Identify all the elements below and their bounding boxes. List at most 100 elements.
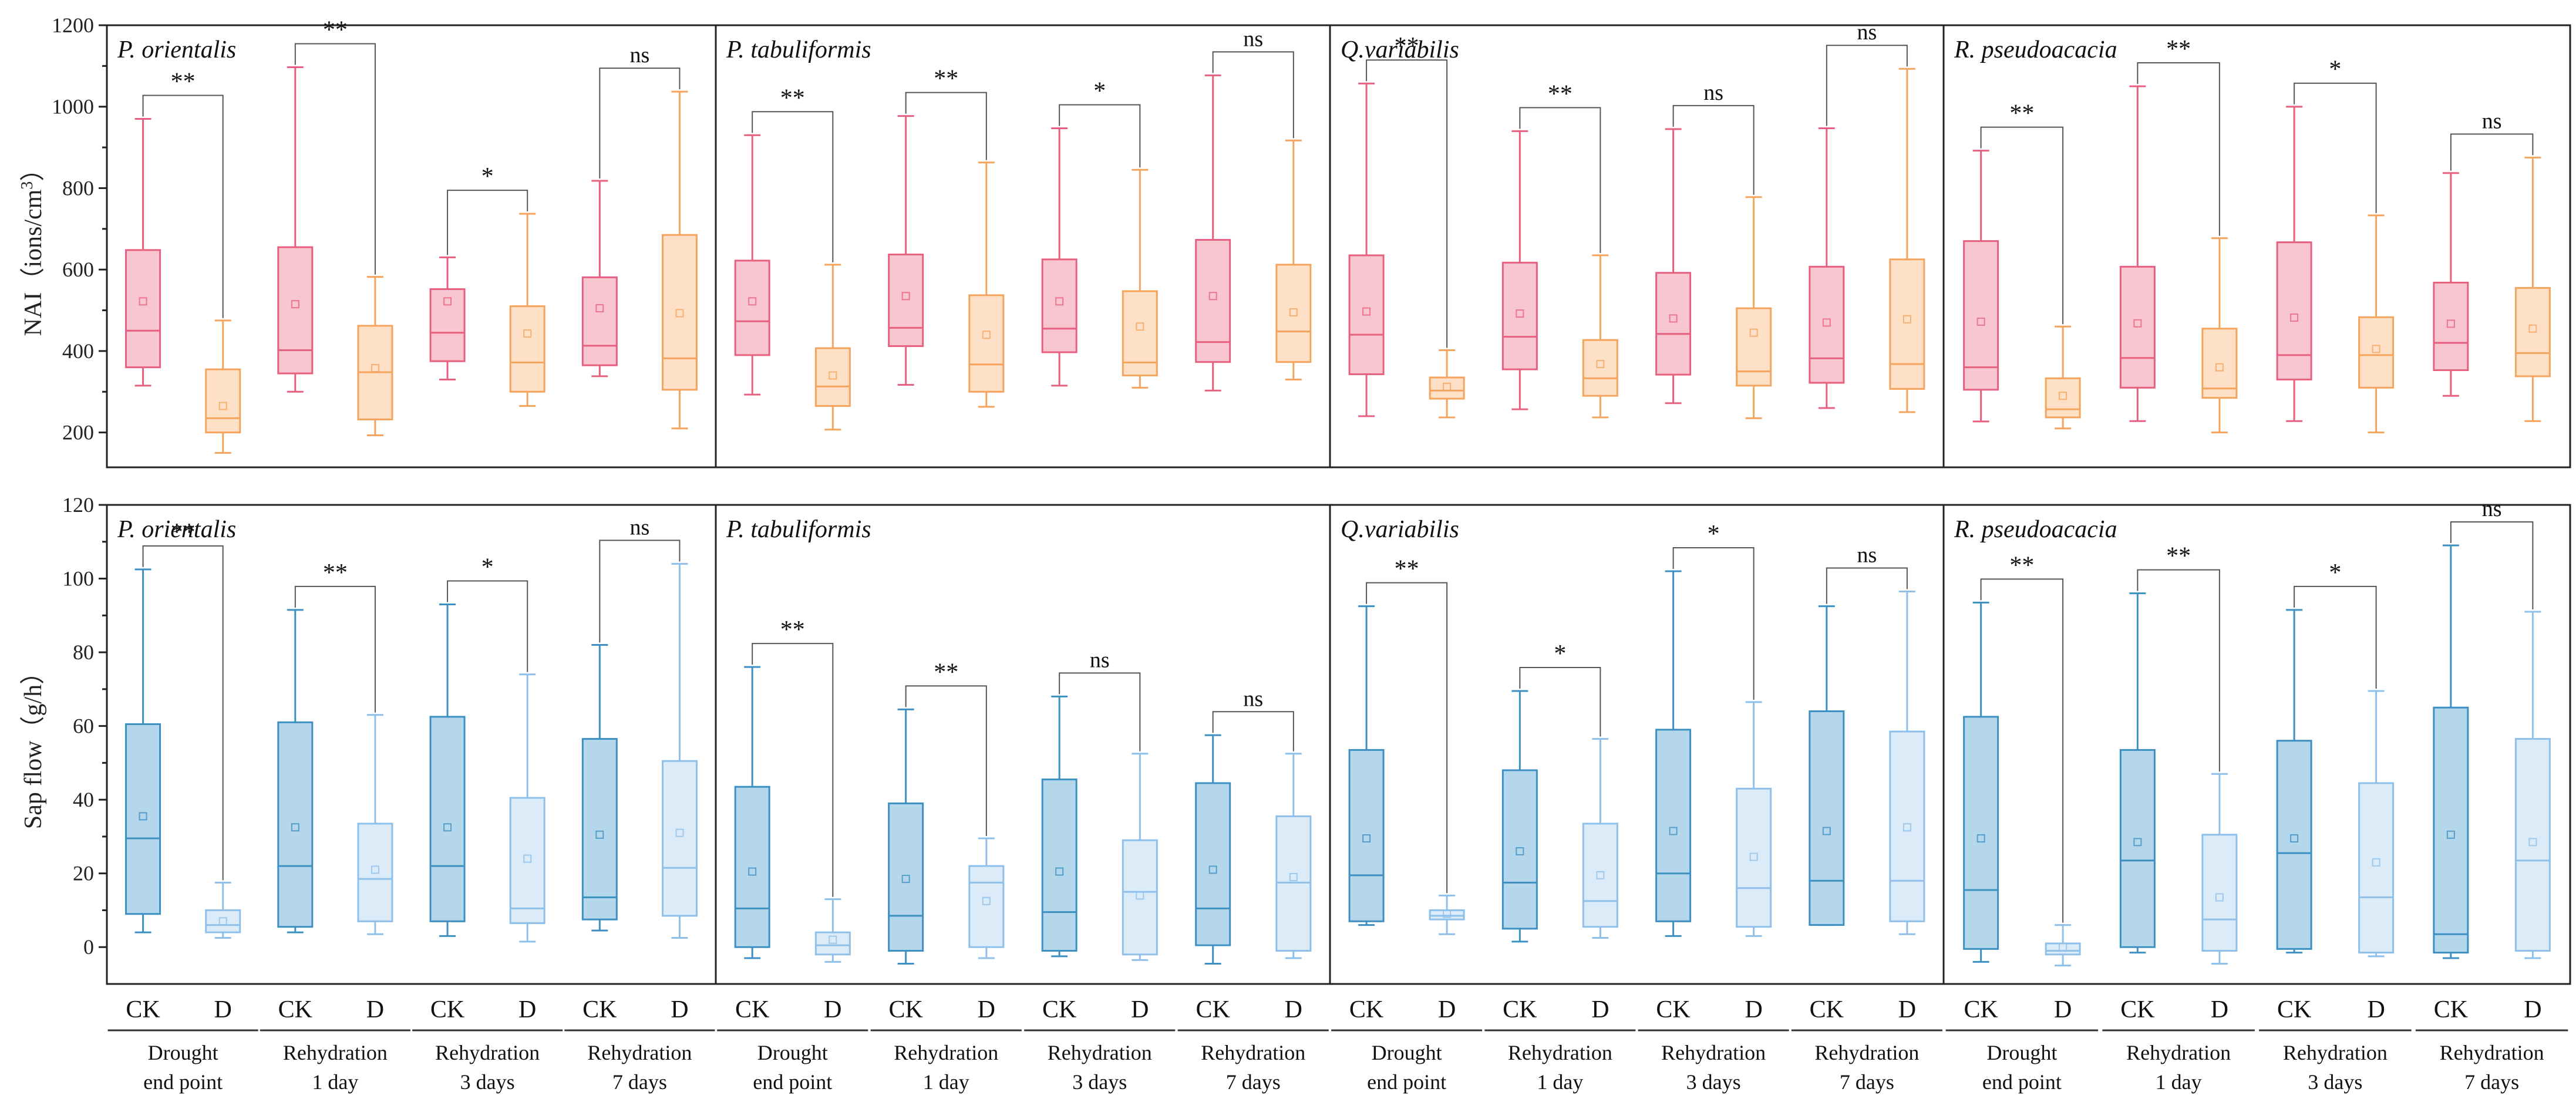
box-pair: ** xyxy=(1348,33,1465,419)
significance-label: ** xyxy=(934,659,958,686)
mean-marker xyxy=(1362,307,1371,316)
significance-bracket xyxy=(752,643,834,897)
species-label: P. tabuliformis xyxy=(726,516,871,543)
significance-label: ns xyxy=(1857,20,1877,45)
group-label-line2: 7 days xyxy=(1226,1070,1281,1094)
box-ck xyxy=(429,716,466,922)
mean-marker xyxy=(2215,363,2224,372)
group-label-line1: Drought xyxy=(757,1041,828,1064)
mean-marker xyxy=(523,329,532,338)
x-tick-ck: CK xyxy=(1964,996,1998,1023)
group-label-line1: Rehydration xyxy=(1048,1041,1152,1064)
box-d xyxy=(509,305,545,393)
significance-label: * xyxy=(1554,641,1566,668)
mean-marker xyxy=(901,875,910,884)
box-ck xyxy=(277,721,314,928)
significance-label: ** xyxy=(171,69,196,96)
significance-bracket xyxy=(1826,45,1908,126)
species-section: P. tabuliformis**** *ns xyxy=(726,26,1312,431)
mean-marker xyxy=(218,402,227,410)
significance-bracket xyxy=(1366,582,1448,894)
mean-marker xyxy=(291,823,299,832)
mean-marker xyxy=(1749,328,1758,337)
box-ck xyxy=(581,276,618,366)
mean-marker xyxy=(1289,872,1298,881)
species-label: P. orientalis xyxy=(117,36,236,63)
significance-bracket xyxy=(1519,666,1601,737)
box-pair: ** xyxy=(2119,36,2238,434)
group-label-line1: Rehydration xyxy=(435,1041,540,1064)
x-tick-d: D xyxy=(2524,996,2541,1023)
mean-marker xyxy=(2290,834,2299,843)
box-d xyxy=(968,865,1005,948)
box-d xyxy=(509,797,545,924)
mean-marker xyxy=(595,304,604,313)
box-pair: * xyxy=(2276,56,2395,434)
species-section: R. pseudoacacia*****ns xyxy=(1954,36,2551,434)
significance-bracket xyxy=(1826,567,1908,604)
box-d xyxy=(2201,834,2238,952)
mean-marker xyxy=(443,823,452,832)
group-label-line2: 7 days xyxy=(2464,1070,2519,1094)
box-ck xyxy=(1195,239,1231,363)
mean-marker xyxy=(1749,852,1758,861)
group-label-line2: 7 days xyxy=(1840,1070,1894,1094)
x-tick-ck: CK xyxy=(1196,996,1230,1023)
box-ck xyxy=(1963,716,1999,950)
box-ck xyxy=(277,246,314,375)
mean-marker xyxy=(1516,847,1524,856)
y-tick-label: 20 xyxy=(73,862,94,885)
species-label: Q.variabilis xyxy=(1341,516,1459,543)
box-pair: ns xyxy=(1655,80,1772,419)
mean-marker xyxy=(1443,382,1452,391)
significance-bracket xyxy=(1059,672,1141,751)
significance-bracket xyxy=(1980,578,2064,923)
mean-marker xyxy=(2528,324,2537,333)
y-axis-label-end: ） xyxy=(20,157,47,181)
y-tick-label: 40 xyxy=(73,788,94,811)
mean-marker xyxy=(1669,314,1678,323)
significance-label: ns xyxy=(1703,80,1723,105)
box-pair: ** xyxy=(1963,100,2081,430)
significance-bracket xyxy=(447,190,528,255)
mean-marker xyxy=(2446,319,2455,328)
group-label-line1: Rehydration xyxy=(1814,1041,1919,1064)
box-d xyxy=(661,234,698,391)
box-d xyxy=(814,347,851,407)
significance-bracket xyxy=(905,685,987,837)
box-ck xyxy=(2276,241,2312,380)
group-label-line1: Rehydration xyxy=(1508,1041,1612,1064)
box-d xyxy=(1275,815,1312,952)
box-pair: ** xyxy=(1963,552,2081,967)
box-ck xyxy=(2433,281,2469,372)
y-tick-label: 800 xyxy=(62,176,94,200)
box-ck xyxy=(1655,272,1692,376)
box-pair: * xyxy=(2276,559,2395,958)
mean-marker xyxy=(982,896,991,905)
x-tick-d: D xyxy=(671,996,688,1023)
group-label-line2: 7 days xyxy=(612,1070,667,1094)
y-tick-label: 100 xyxy=(62,567,94,591)
y-tick-label: 0 xyxy=(83,935,94,959)
significance-bracket xyxy=(142,545,224,881)
group-label-line2: end point xyxy=(143,1070,223,1094)
species-label: R. pseudoacacia xyxy=(1954,516,2117,543)
y-tick-label: 1200 xyxy=(52,14,94,37)
significance-label: ** xyxy=(323,559,348,586)
mean-marker xyxy=(1596,871,1605,879)
species-label: R. pseudoacacia xyxy=(1954,36,2117,63)
x-tick-ck: CK xyxy=(2277,996,2311,1023)
box-pair: ns xyxy=(581,515,698,939)
significance-bracket xyxy=(1059,104,1141,168)
mean-marker xyxy=(2059,392,2067,400)
box-pair: ns xyxy=(1195,26,1312,392)
mean-marker xyxy=(1055,297,1064,306)
box-d xyxy=(968,294,1005,393)
significance-label: * xyxy=(481,554,494,581)
x-tick-ck: CK xyxy=(1810,996,1844,1023)
significance-bracket xyxy=(2137,569,2220,772)
box-ck xyxy=(1041,778,1077,952)
box-ck xyxy=(888,802,924,952)
mean-marker xyxy=(829,371,837,380)
